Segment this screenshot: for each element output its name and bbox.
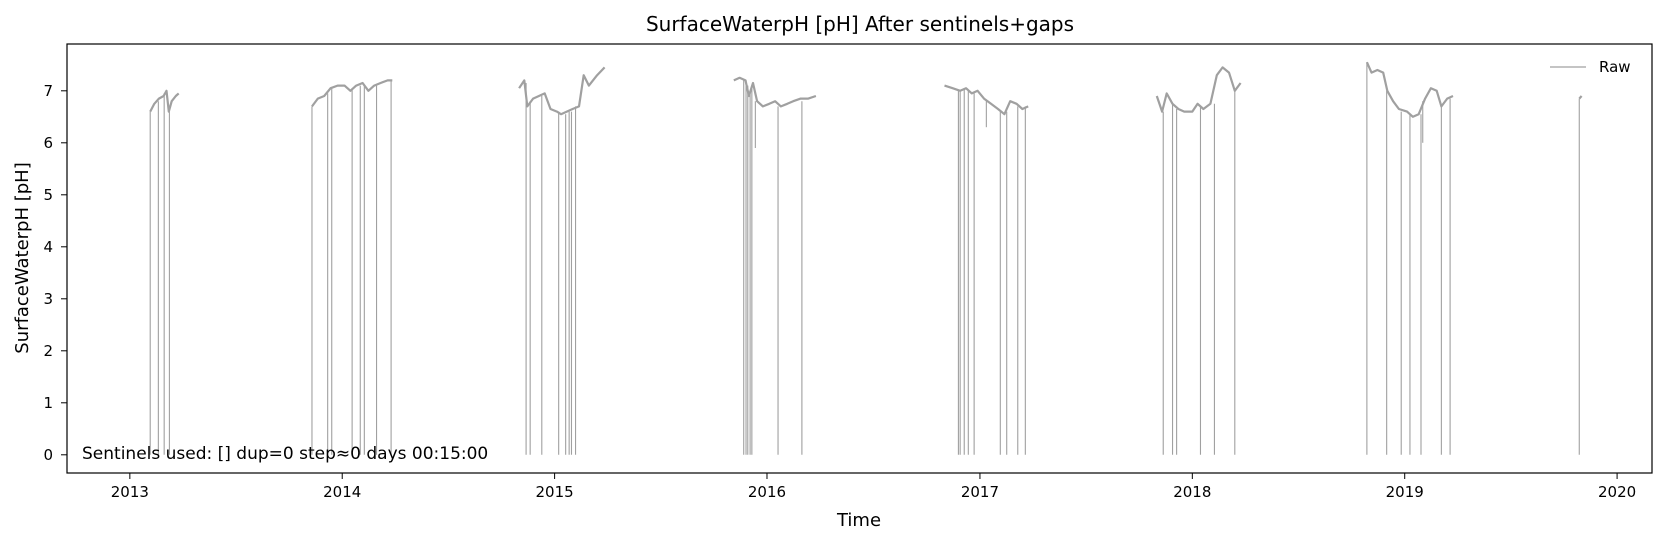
series-segment <box>733 76 817 108</box>
x-tick-label-2013: 2013 <box>111 483 149 501</box>
x-tick-label-2018: 2018 <box>1173 483 1211 501</box>
legend: Raw <box>1550 58 1631 76</box>
plot-frame <box>66 43 1653 474</box>
x-tick-label-2017: 2017 <box>961 483 999 501</box>
x-tick-label-2014: 2014 <box>323 483 361 501</box>
x-tick-label-2016: 2016 <box>748 483 786 501</box>
series-segment <box>1578 95 1583 100</box>
plot-area <box>149 61 1583 455</box>
annotation-text: Sentinels used: [] dup=0 step≈0 days 00:… <box>82 444 488 464</box>
series-segment <box>149 89 180 113</box>
x-axis-label: Time <box>836 510 881 531</box>
y-tick-label-6: 6 <box>43 134 53 152</box>
series-segment <box>1155 66 1242 113</box>
y-axis-label: SurfaceWaterpH [pH] <box>12 162 33 353</box>
chart-title: SurfaceWaterpH [pH] After sentinels+gaps <box>646 12 1074 36</box>
x-tick-label-2015: 2015 <box>536 483 574 501</box>
series-raw <box>149 61 1583 455</box>
y-tick-label-7: 7 <box>43 82 53 100</box>
y-tick-label-3: 3 <box>43 290 53 308</box>
series-segment <box>1365 61 1454 118</box>
x-tick-label-2020: 2020 <box>1598 483 1636 501</box>
y-tick-label-0: 0 <box>43 446 53 464</box>
x-axis: 2013 2014 2015 2016 2017 2018 2019 2020 <box>111 473 1636 501</box>
y-axis: 0 1 2 3 4 5 6 7 <box>43 82 67 464</box>
series-segment <box>518 66 606 116</box>
legend-label-raw: Raw <box>1599 58 1631 76</box>
series-segment <box>944 84 1029 116</box>
y-tick-label-2: 2 <box>43 342 53 360</box>
y-tick-label-1: 1 <box>43 394 53 412</box>
y-tick-label-5: 5 <box>43 186 53 204</box>
series-segment <box>311 79 393 108</box>
y-tick-label-4: 4 <box>43 238 53 256</box>
x-tick-label-2019: 2019 <box>1386 483 1424 501</box>
